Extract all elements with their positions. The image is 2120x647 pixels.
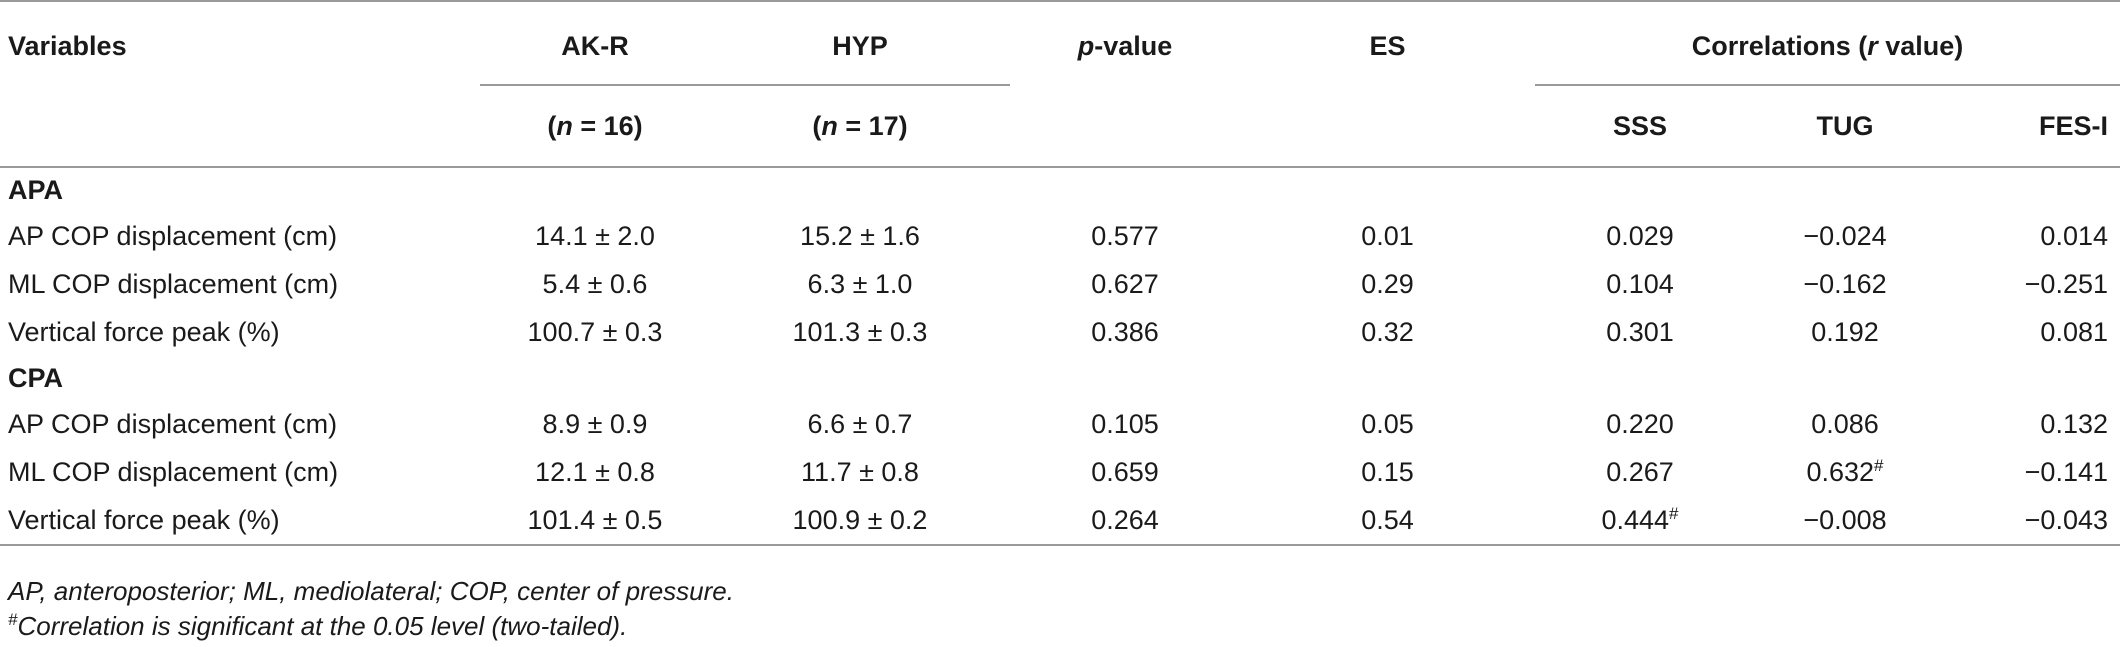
cell-p: 0.577 [1091,220,1159,251]
cell-variable: Vertical force peak (%) [8,316,280,347]
table-row: AP COP displacement (cm) 14.1 ± 2.0 15.2 ±… [0,212,2120,260]
cell-variable: AP COP displacement (cm) [8,220,338,251]
cell-fesi: 0.081 [2040,316,2108,347]
col-header-hyp: HYP [710,2,1010,86]
cell-akr: 14.1 ± 2.0 [535,220,655,251]
cell-p: 0.386 [1091,316,1159,347]
cell-tug: 0.086 [1811,408,1879,439]
cell-variable: ML COP displacement (cm) [8,456,339,487]
cell-hyp: 6.3 ± 1.0 [807,268,913,299]
cell-sss: 0.267 [1606,456,1674,487]
footnote-abbreviations: AP, anteroposterior; ML, mediolateral; C… [8,576,734,606]
cell-tug: −0.008 [1745,496,1945,546]
cell-es: 0.32 [1361,316,1414,347]
col-header-akr-n: (n = 16) [480,85,710,168]
col-header-akr: AK-R [480,2,710,86]
cell-p: 0.105 [1091,408,1159,439]
section-row: CPA [0,356,2120,400]
cell-tug: 0.192 [1811,316,1879,347]
cell-fesi: −0.141 [2024,456,2108,487]
cell-sss: 0.220 [1606,408,1674,439]
cell-fesi: 0.132 [2040,408,2108,439]
cell-fesi: −0.251 [2024,268,2108,299]
col-header-hyp-n: (n = 17) [710,85,1010,168]
cell-sss: 0.444# [1535,496,1745,546]
cell-tug: −0.162 [1803,268,1887,299]
cell-es: 0.01 [1361,220,1414,251]
cell-tug: −0.024 [1803,220,1887,251]
table-row: Vertical force peak (%) 100.7 ± 0.3 101.3 … [0,308,2120,356]
col-header-es: ES [1369,31,1406,61]
cell-sss: 0.301 [1606,316,1674,347]
col-header-fes-i: FES-I [1945,85,2120,168]
cell-es: 0.29 [1361,268,1414,299]
cell-p: 0.264 [1010,496,1240,546]
cell-variable: AP COP displacement (cm) [8,408,338,439]
results-table: Variables AK-R HYP p-value ES Correlatio… [0,0,2120,546]
cell-p: 0.659 [1091,456,1159,487]
col-header-p-value: p-value [1077,31,1173,61]
cell-hyp: 6.6 ± 0.7 [807,408,913,439]
cell-es: 0.05 [1361,408,1414,439]
col-header-tug: TUG [1745,85,1945,168]
cell-akr: 101.4 ± 0.5 [480,496,710,546]
cell-hyp: 100.9 ± 0.2 [710,496,1010,546]
table-row: AP COP displacement (cm) 8.9 ± 0.9 6.6 ± 0… [0,400,2120,448]
cell-akr: 12.1 ± 0.8 [535,456,655,487]
cell-fesi: 0.014 [2040,220,2108,251]
significance-mark: # [1874,455,1884,475]
cell-hyp: 101.3 ± 0.3 [792,316,928,347]
section-row: APA [0,167,2120,212]
significance-mark: # [1669,503,1679,523]
cell-fesi: −0.043 [1945,496,2120,546]
table-row: ML COP displacement (cm) 5.4 ± 0.6 6.3 ± 1… [0,260,2120,308]
table-row: Vertical force peak (%) 101.4 ± 0.5 100.9 … [0,496,2120,546]
footnote-significance: #Correlation is significant at the 0.05 … [8,610,628,641]
cell-variable: Vertical force peak (%) [0,496,480,546]
cell-es: 0.54 [1240,496,1535,546]
cell-akr: 8.9 ± 0.9 [542,408,648,439]
col-header-variables: Variables [8,31,127,61]
cell-p: 0.627 [1091,268,1159,299]
cell-akr: 100.7 ± 0.3 [527,316,663,347]
table-row: ML COP displacement (cm) 12.1 ± 0.8 11.7 ±… [0,448,2120,496]
section-label: CPA [8,362,64,393]
cell-es: 0.15 [1361,456,1414,487]
col-header-correlations: Correlations (r value) [1535,2,2120,86]
col-header-sss: SSS [1535,85,1745,168]
header-row-1: Variables AK-R HYP p-value ES Correlatio… [0,2,2120,86]
cell-tug: 0.632# [1806,455,1884,487]
cell-hyp: 15.2 ± 1.6 [800,220,920,251]
cell-akr: 5.4 ± 0.6 [542,268,648,299]
cell-sss: 0.104 [1606,268,1674,299]
cell-hyp: 11.7 ± 0.8 [801,456,919,487]
section-label: APA [8,174,64,205]
cell-variable: ML COP displacement (cm) [8,268,339,299]
cell-sss: 0.029 [1606,220,1674,251]
header-row-2: (n = 16) (n = 17) SSS TUG FES-I [0,85,2120,168]
